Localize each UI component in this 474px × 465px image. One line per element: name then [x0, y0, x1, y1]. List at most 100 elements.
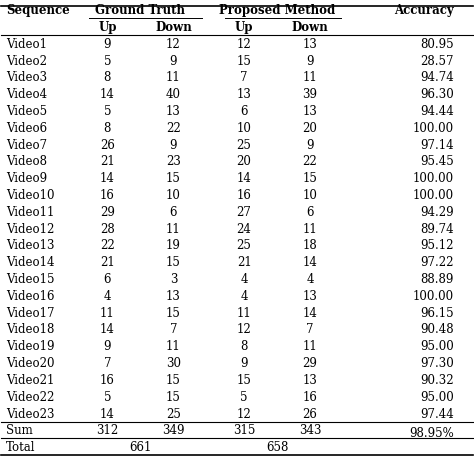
Text: 10: 10	[302, 189, 318, 202]
Text: 5: 5	[240, 391, 248, 404]
Text: Video17: Video17	[6, 307, 55, 319]
Text: 5: 5	[104, 391, 111, 404]
Text: Proposed Method: Proposed Method	[219, 4, 335, 17]
Text: Video2: Video2	[6, 54, 47, 67]
Text: 94.44: 94.44	[420, 105, 454, 118]
Text: 11: 11	[303, 71, 318, 84]
Text: 4: 4	[240, 273, 248, 286]
Text: 16: 16	[302, 391, 318, 404]
Text: 7: 7	[306, 324, 314, 337]
Text: Up: Up	[235, 21, 253, 34]
Text: 30: 30	[166, 357, 181, 370]
Text: 94.29: 94.29	[420, 206, 454, 219]
Text: 25: 25	[237, 239, 252, 252]
Text: 4: 4	[306, 273, 314, 286]
Text: 97.22: 97.22	[420, 256, 454, 269]
Text: 15: 15	[237, 54, 252, 67]
Text: 15: 15	[166, 256, 181, 269]
Text: 8: 8	[104, 122, 111, 135]
Text: 5: 5	[104, 105, 111, 118]
Text: 97.44: 97.44	[420, 407, 454, 420]
Text: 8: 8	[240, 340, 248, 353]
Text: Video4: Video4	[6, 88, 47, 101]
Text: 7: 7	[170, 324, 177, 337]
Text: Video3: Video3	[6, 71, 47, 84]
Text: Video6: Video6	[6, 122, 47, 135]
Text: 96.15: 96.15	[420, 307, 454, 319]
Text: 15: 15	[166, 307, 181, 319]
Text: 6: 6	[170, 206, 177, 219]
Text: 22: 22	[303, 155, 318, 168]
Text: 9: 9	[170, 139, 177, 152]
Text: Video5: Video5	[6, 105, 47, 118]
Text: 4: 4	[240, 290, 248, 303]
Text: 3: 3	[170, 273, 177, 286]
Text: Sum: Sum	[6, 425, 33, 438]
Text: 10: 10	[237, 122, 252, 135]
Text: Accuracy: Accuracy	[394, 4, 454, 17]
Text: 13: 13	[166, 290, 181, 303]
Text: 21: 21	[237, 256, 251, 269]
Text: 95.45: 95.45	[420, 155, 454, 168]
Text: 97.30: 97.30	[420, 357, 454, 370]
Text: 12: 12	[237, 324, 251, 337]
Text: 9: 9	[240, 357, 248, 370]
Text: 10: 10	[166, 189, 181, 202]
Text: 16: 16	[100, 374, 115, 387]
Text: 11: 11	[303, 340, 318, 353]
Text: 40: 40	[166, 88, 181, 101]
Text: 12: 12	[166, 38, 181, 51]
Text: 12: 12	[237, 38, 251, 51]
Text: 13: 13	[237, 88, 252, 101]
Text: Video14: Video14	[6, 256, 55, 269]
Text: Total: Total	[6, 441, 36, 454]
Text: 15: 15	[302, 172, 318, 185]
Text: 6: 6	[104, 273, 111, 286]
Text: Video18: Video18	[6, 324, 55, 337]
Text: 25: 25	[166, 407, 181, 420]
Text: 21: 21	[100, 256, 115, 269]
Text: Video20: Video20	[6, 357, 55, 370]
Text: 29: 29	[302, 357, 318, 370]
Text: 315: 315	[233, 425, 255, 438]
Text: Video15: Video15	[6, 273, 55, 286]
Text: 9: 9	[306, 139, 314, 152]
Text: 97.14: 97.14	[420, 139, 454, 152]
Text: 20: 20	[302, 122, 318, 135]
Text: 11: 11	[166, 223, 181, 236]
Text: 6: 6	[306, 206, 314, 219]
Text: Video22: Video22	[6, 391, 55, 404]
Text: 15: 15	[166, 374, 181, 387]
Text: Video10: Video10	[6, 189, 55, 202]
Text: Video1: Video1	[6, 38, 47, 51]
Text: 661: 661	[129, 441, 152, 454]
Text: 22: 22	[166, 122, 181, 135]
Text: 658: 658	[266, 441, 288, 454]
Text: 29: 29	[100, 206, 115, 219]
Text: Sequence: Sequence	[6, 4, 70, 17]
Text: 14: 14	[302, 307, 318, 319]
Text: 90.32: 90.32	[420, 374, 454, 387]
Text: 7: 7	[240, 71, 248, 84]
Text: 14: 14	[237, 172, 252, 185]
Text: 22: 22	[100, 239, 115, 252]
Text: 11: 11	[303, 223, 318, 236]
Text: 95.00: 95.00	[420, 340, 454, 353]
Text: 11: 11	[166, 71, 181, 84]
Text: 100.00: 100.00	[413, 290, 454, 303]
Text: 14: 14	[100, 88, 115, 101]
Text: 13: 13	[302, 38, 318, 51]
Text: 13: 13	[302, 105, 318, 118]
Text: 4: 4	[104, 290, 111, 303]
Text: 28.57: 28.57	[420, 54, 454, 67]
Text: 312: 312	[96, 425, 118, 438]
Text: 14: 14	[100, 172, 115, 185]
Text: 5: 5	[104, 54, 111, 67]
Text: Down: Down	[292, 21, 328, 34]
Text: 349: 349	[162, 425, 185, 438]
Text: 20: 20	[237, 155, 252, 168]
Text: 39: 39	[302, 88, 318, 101]
Text: 27: 27	[237, 206, 252, 219]
Text: Video9: Video9	[6, 172, 47, 185]
Text: Video16: Video16	[6, 290, 55, 303]
